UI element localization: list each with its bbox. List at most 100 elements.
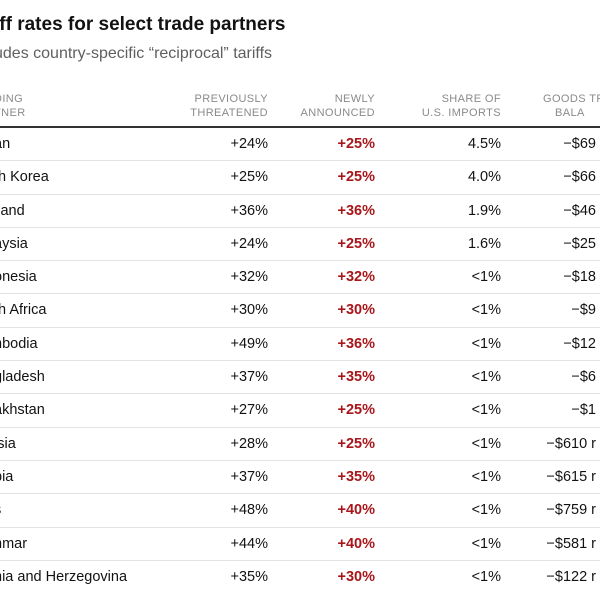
table-row: an +24% +25% 4.5% −$69 (0, 128, 600, 162)
cell-newly-announced: +30% (337, 568, 376, 585)
cell-share-of-imports: <1% (471, 468, 501, 485)
cell-newly-announced: +35% (337, 369, 376, 386)
table-row: th Africa +30% +30% <1% −$9 (0, 294, 600, 328)
cell-partner: aysia (0, 235, 28, 252)
cell-partner: isia (0, 435, 16, 452)
cell-share-of-imports: <1% (471, 535, 501, 552)
cell-newly-announced: +32% (337, 269, 376, 286)
cell-partner: bia (0, 468, 14, 485)
cell-goods-trade-balance: −$610 r (546, 435, 596, 452)
table-row: nbodia +49% +36% <1% −$12 (0, 328, 600, 362)
cell-partner: th Africa (0, 302, 47, 319)
cell-newly-announced: +25% (337, 169, 376, 186)
header-goods-trade-balance: GOODS TRA BALA (543, 92, 600, 120)
cell-previously-threatened: +28% (230, 435, 269, 452)
cell-goods-trade-balance: −$615 r (546, 468, 596, 485)
cell-goods-trade-balance: −$759 r (546, 502, 596, 519)
cell-newly-announced: +30% (337, 302, 376, 319)
cell-goods-trade-balance: −$18 (563, 269, 596, 286)
table-row: th Korea +25% +25% 4.0% −$66 (0, 161, 600, 195)
cell-newly-announced: +40% (337, 502, 376, 519)
cell-share-of-imports: <1% (471, 302, 501, 319)
header-bal-line1: GOODS TRA (543, 93, 600, 105)
cell-newly-announced: +36% (337, 335, 376, 352)
cell-share-of-imports: 4.0% (467, 169, 501, 186)
table-row: nmar +44% +40% <1% −$581 r (0, 528, 600, 561)
cell-partner: onesia (0, 269, 37, 286)
header-previously-threatened: PREVIOUSLY THREATENED (190, 92, 268, 120)
table-row: bia +37% +35% <1% −$615 r (0, 461, 600, 495)
cell-partner: iland (0, 202, 25, 219)
cell-goods-trade-balance: −$66 (563, 169, 596, 186)
table-row: iland +36% +36% 1.9% −$46 (0, 195, 600, 228)
cell-goods-trade-balance: −$581 r (546, 535, 596, 552)
cell-previously-threatened: +48% (230, 502, 269, 519)
cell-goods-trade-balance: −$25 (563, 235, 596, 252)
cell-goods-trade-balance: −$1 (571, 402, 596, 419)
cell-goods-trade-balance: −$46 (563, 202, 596, 219)
cell-newly-announced: +25% (337, 402, 376, 419)
table-header: DING TNER PREVIOUSLY THREATENED NEWLY AN… (0, 92, 600, 126)
cell-share-of-imports: <1% (471, 335, 501, 352)
cell-share-of-imports: <1% (471, 435, 501, 452)
header-partner: DING TNER (0, 92, 26, 120)
cell-previously-threatened: +37% (230, 468, 269, 485)
cell-partner: nmar (0, 535, 28, 552)
cell-partner: nbodia (0, 335, 38, 352)
cell-goods-trade-balance: −$69 (563, 136, 596, 152)
header-prev-line1: PREVIOUSLY (194, 93, 268, 105)
cell-newly-announced: +35% (337, 468, 376, 485)
cell-partner: gladesh (0, 369, 45, 386)
cell-previously-threatened: +36% (230, 202, 269, 219)
header-new-line2: ANNOUNCED (300, 107, 375, 119)
cell-goods-trade-balance: −$122 r (546, 568, 596, 585)
header-share-of-imports: SHARE OF U.S. IMPORTS (422, 92, 501, 120)
cell-previously-threatened: +37% (230, 369, 269, 386)
cell-share-of-imports: 1.9% (467, 202, 501, 219)
table-row: s +48% +40% <1% −$759 r (0, 494, 600, 528)
cell-share-of-imports: <1% (471, 402, 501, 419)
cell-partner: an (0, 136, 11, 152)
cell-goods-trade-balance: −$12 (563, 335, 596, 352)
cell-share-of-imports: 1.6% (467, 235, 501, 252)
header-share-line1: SHARE OF (441, 93, 501, 105)
header-new-line1: NEWLY (334, 93, 375, 105)
table-body: an +24% +25% 4.5% −$69 th Korea +25% +25% 4.0% −$… (0, 128, 600, 594)
table-row: isia +28% +25% <1% −$610 r (0, 428, 600, 461)
table-title: iff rates for select trade partners (0, 14, 286, 35)
header-divider (0, 126, 600, 128)
cell-share-of-imports: <1% (471, 269, 501, 286)
cell-previously-threatened: +32% (230, 269, 269, 286)
table-row: onesia +32% +32% <1% −$18 (0, 261, 600, 295)
cell-previously-threatened: +49% (230, 335, 269, 352)
cell-previously-threatened: +24% (230, 136, 269, 152)
cell-previously-threatened: +27% (230, 402, 269, 419)
cell-previously-threatened: +30% (230, 302, 269, 319)
cell-newly-announced: +40% (337, 535, 376, 552)
table-row: nia and Herzegovina +35% +30% <1% −$122 r (0, 561, 600, 594)
cell-partner: s (0, 502, 1, 518)
header-newly-announced: NEWLY ANNOUNCED (301, 92, 376, 120)
cell-partner: nia and Herzegovina (0, 568, 128, 585)
cell-newly-announced: +25% (337, 235, 376, 252)
cell-previously-threatened: +35% (230, 568, 269, 585)
cell-share-of-imports: 4.5% (467, 136, 501, 152)
header-partner-line1: DING (0, 93, 24, 105)
table-row: akhstan +27% +25% <1% −$1 (0, 394, 600, 428)
cell-goods-trade-balance: −$9 (571, 302, 596, 319)
cell-newly-announced: +25% (337, 136, 376, 152)
cell-previously-threatened: +25% (230, 169, 269, 186)
cell-share-of-imports: <1% (471, 369, 501, 386)
cell-partner: th Korea (0, 169, 49, 186)
cell-partner: akhstan (0, 402, 45, 419)
table-row: gladesh +37% +35% <1% −$6 (0, 361, 600, 395)
cell-goods-trade-balance: −$6 (571, 369, 596, 386)
cell-share-of-imports: <1% (471, 568, 501, 585)
header-prev-line2: THREATENED (190, 107, 268, 119)
table-row: aysia +24% +25% 1.6% −$25 (0, 228, 600, 262)
cell-previously-threatened: +44% (230, 535, 269, 552)
cell-newly-announced: +25% (337, 435, 376, 452)
header-bal-line2: BALA (555, 107, 585, 119)
cell-share-of-imports: <1% (471, 502, 501, 519)
header-share-line2: U.S. IMPORTS (421, 107, 501, 119)
